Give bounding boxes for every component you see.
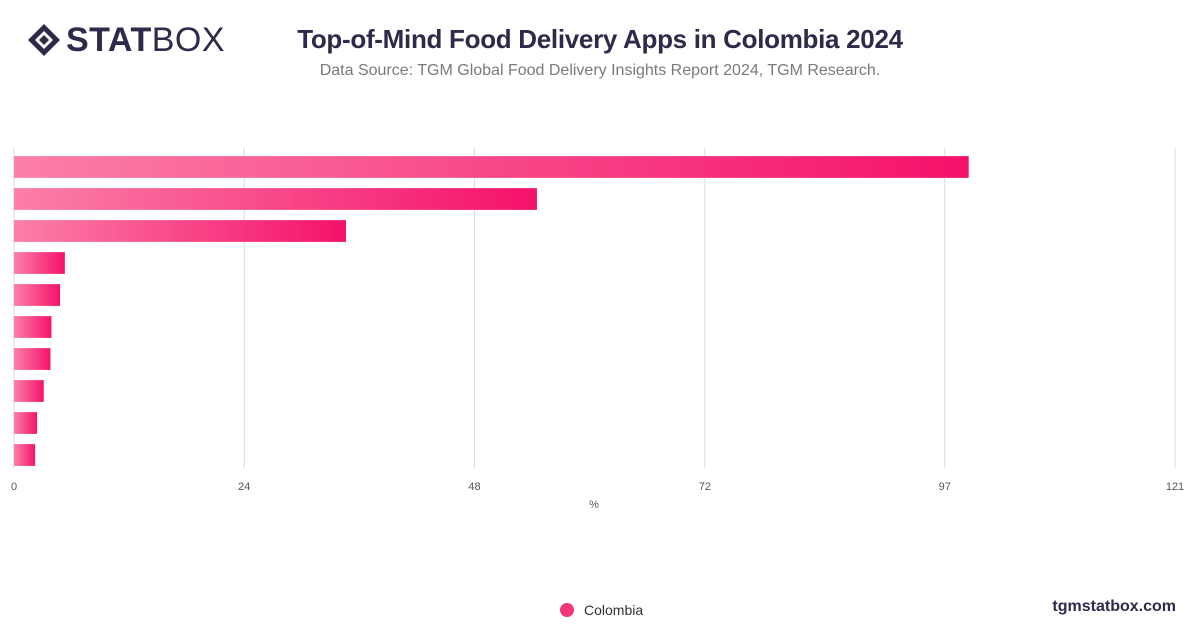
- statbox-diamond-icon: [28, 24, 60, 56]
- bar[interactable]: [14, 188, 537, 210]
- bar-chart: 0 24 48 72 97 121 %: [11, 148, 1184, 511]
- x-axis-ticks: 0 24 48 72 97 121: [11, 481, 1184, 493]
- statbox-logo: STATBOX: [26, 22, 225, 58]
- x-axis-label: %: [589, 499, 599, 511]
- bar[interactable]: [14, 284, 61, 306]
- x-tick-label: 97: [939, 481, 951, 493]
- chart-title: Top-of-Mind Food Delivery Apps in Colomb…: [297, 24, 903, 54]
- bar[interactable]: [14, 412, 38, 434]
- logo-wordmark-light: BOX: [151, 21, 226, 59]
- bar[interactable]: [14, 220, 346, 242]
- bar[interactable]: [14, 444, 36, 466]
- x-tick-label: 48: [468, 481, 480, 493]
- chart-subtitle: Data Source: TGM Global Food Delivery In…: [319, 62, 881, 79]
- legend-swatch-colombia: [560, 603, 574, 617]
- bar[interactable]: [14, 252, 65, 274]
- legend[interactable]: Colombia: [560, 602, 643, 618]
- bars: [14, 156, 969, 466]
- bar[interactable]: [14, 156, 969, 178]
- logo-wordmark: STATBOX: [66, 22, 225, 58]
- legend-label-colombia: Colombia: [584, 602, 644, 618]
- x-tick-label: 0: [11, 481, 17, 493]
- x-tick-label: 24: [238, 481, 250, 493]
- x-tick-label: 72: [699, 481, 711, 493]
- logo-wordmark-bold: STAT: [66, 21, 152, 59]
- site-credit: tgmstatbox.com: [1052, 598, 1176, 615]
- x-tick-label: 121: [1166, 481, 1184, 493]
- bar[interactable]: [14, 380, 44, 402]
- bar[interactable]: [14, 348, 51, 370]
- bar[interactable]: [14, 316, 52, 338]
